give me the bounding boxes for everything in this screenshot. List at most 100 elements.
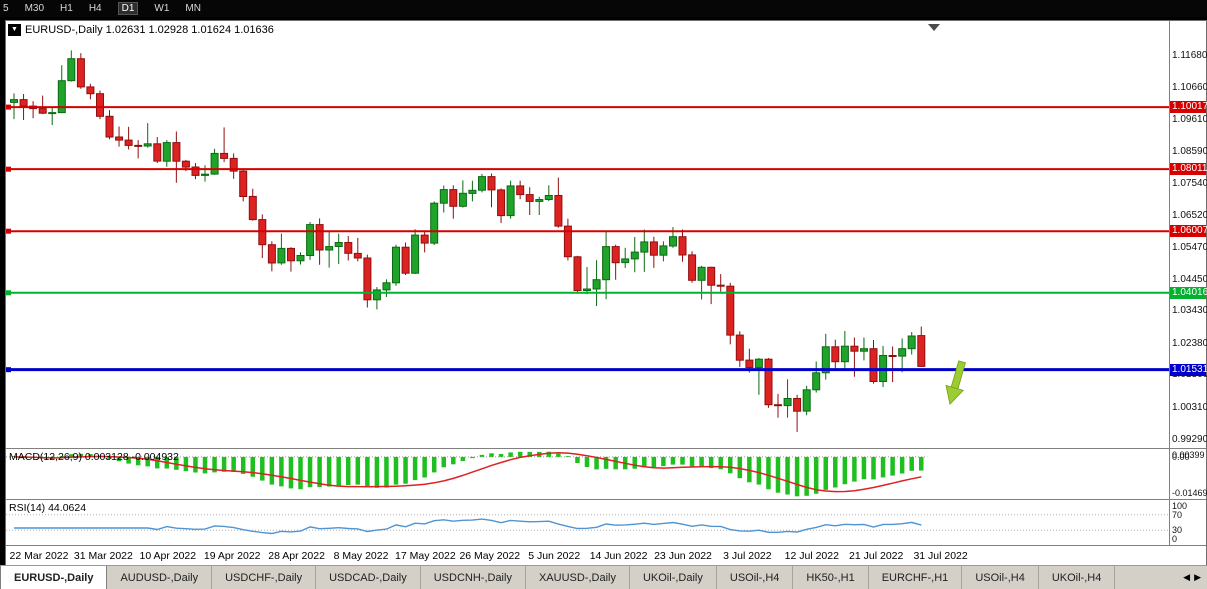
chart-tab-audusd-daily[interactable]: AUDUSD-,Daily — [107, 566, 213, 589]
rsi-axis-label: 100 — [1172, 501, 1188, 511]
timeframe-5[interactable]: 5 — [3, 3, 9, 14]
dropdown-triangle-icon[interactable]: ▼ — [8, 24, 21, 36]
hline-handle — [6, 228, 11, 234]
candle-body — [287, 247, 295, 262]
chart-tab-usoil-h4[interactable]: USOil-,H4 — [962, 566, 1039, 589]
candle-body — [793, 398, 802, 412]
chart-tab-usdcad-daily[interactable]: USDCAD-,Daily — [316, 566, 421, 589]
macd-axis-label: 0.00 — [1172, 451, 1190, 462]
y-axis-label: 1.00310 — [1172, 401, 1207, 413]
price-axis[interactable]: 1.10017 1.08011 1.06007 1.04016 1.01531 1.116… — [1170, 21, 1207, 546]
x-axis-label: 17 May 2022 — [395, 550, 456, 562]
candle-body — [449, 189, 458, 207]
macd-label: MACD(12,26,9) 0.003128 -0.004932 — [9, 451, 179, 463]
main-chart-pane[interactable]: ▼ EURUSD-,Daily 1.02631 1.02928 1.01624 … — [6, 21, 1169, 448]
chart-tab-usdchf-daily[interactable]: USDCHF-,Daily — [212, 566, 317, 589]
timeframe-h1[interactable]: H1 — [60, 3, 73, 14]
candle-body — [716, 284, 725, 287]
time-axis[interactable]: 22 Mar 2022 31 Mar 2022 10 Apr 2022 19 Apr … — [6, 546, 1206, 566]
candle-body — [229, 157, 238, 172]
y-axis-label: 1.05470 — [1172, 242, 1207, 254]
pane-separator[interactable] — [6, 499, 1206, 500]
chart-tab-eurusd-daily[interactable]: EURUSD-,Daily — [0, 566, 108, 589]
candle-body — [573, 256, 582, 292]
rsi-chart — [6, 514, 1169, 535]
candle-body — [478, 176, 486, 191]
chart-title: EURUSD-,Daily 1.02631 1.02928 1.01624 1.… — [25, 24, 274, 36]
chart-shift-marker-icon — [928, 24, 940, 31]
candle-body — [153, 143, 162, 162]
chart-window: ▼ EURUSD-,Daily 1.02631 1.02928 1.01624 … — [5, 20, 1207, 566]
price-line-badge: 1.01531 — [1170, 363, 1207, 376]
candle-body — [726, 285, 735, 336]
x-axis-label: 14 Jun 2022 — [589, 550, 648, 562]
macd-pane[interactable]: MACD(12,26,9) 0.003128 -0.004932 — [6, 449, 1169, 499]
candle-body — [57, 80, 66, 114]
timeframe-mn[interactable]: MN — [185, 3, 201, 14]
timeframe-w1[interactable]: W1 — [154, 3, 170, 14]
hline-handle — [6, 367, 11, 373]
candle-body — [401, 246, 410, 274]
candle-body — [764, 358, 773, 406]
candle-body — [372, 289, 381, 301]
candle-body — [860, 348, 868, 352]
macd-signal-line — [13, 452, 922, 493]
chart-tab-usoil-h4[interactable]: USOil-,H4 — [717, 566, 794, 589]
candle-body — [516, 185, 525, 196]
x-axis-label: 23 Jun 2022 — [654, 550, 712, 562]
candle-body — [210, 152, 219, 175]
hline-handle — [6, 104, 11, 110]
candle-body — [850, 345, 859, 352]
tabs-scroll-left-icon[interactable]: ◀ — [1183, 572, 1191, 582]
candle-body — [783, 398, 792, 407]
candle-body — [669, 236, 677, 247]
chart-tab-eurchf-h1[interactable]: EURCHF-,H1 — [869, 566, 963, 589]
candle-body — [267, 244, 276, 264]
candle-body — [296, 255, 305, 262]
price-line-badge: 1.10017 — [1170, 101, 1207, 114]
pane-separator[interactable] — [6, 448, 1206, 449]
macd-axis-label: -0.01469 — [1172, 488, 1207, 498]
x-axis-label: 31 Jul 2022 — [913, 550, 968, 562]
chart-tab-usdcnh-daily[interactable]: USDCNH-,Daily — [421, 566, 526, 589]
axis-separator — [1169, 21, 1170, 546]
timeframe-toolbar[interactable]: 5 M30 H1 H4 D1 W1 MN — [0, 0, 1207, 17]
candle-body — [420, 234, 429, 244]
candle-body — [678, 236, 687, 256]
timeframe-h4[interactable]: H4 — [88, 3, 102, 14]
candle-body — [802, 389, 811, 412]
y-axis-label: 0.99290 — [1172, 433, 1207, 445]
chart-tab-ukoil-h4[interactable]: UKOil-,H4 — [1039, 566, 1116, 589]
rsi-axis-label: 0 — [1172, 534, 1178, 544]
y-axis-label: 1.02380 — [1172, 337, 1207, 349]
candle-body — [688, 254, 697, 281]
rsi-axis-label: 70 — [1172, 509, 1183, 520]
price-line-badge: 1.04016 — [1170, 286, 1207, 299]
chart-tab-ukoil-daily[interactable]: UKOil-,Daily — [630, 566, 717, 589]
candle-body — [172, 142, 181, 162]
rsi-pane[interactable]: RSI(14) 44.0624 — [6, 500, 1169, 545]
candle-body — [76, 58, 85, 88]
pane-separator — [6, 545, 1206, 546]
chart-tab-xauusd-daily[interactable]: XAUUSD-,Daily — [526, 566, 630, 589]
candle-body — [831, 346, 840, 363]
candle-body — [640, 241, 649, 253]
hline-handle — [6, 166, 11, 172]
candle-body — [143, 143, 152, 147]
candle-body — [439, 189, 448, 204]
candle-body — [344, 242, 353, 254]
candle-body — [840, 345, 849, 363]
candle-body — [392, 246, 400, 284]
chart-tab-hk50-h1[interactable]: HK50-,H1 — [793, 566, 869, 589]
candle-body — [10, 99, 18, 103]
x-axis-label: 5 Jun 2022 — [528, 550, 581, 562]
y-axis-label: 1.04450 — [1172, 273, 1207, 285]
y-axis-label: 1.10660 — [1172, 81, 1207, 93]
price-line-badge: 1.06007 — [1170, 225, 1207, 238]
timeframe-m30[interactable]: M30 — [24, 3, 45, 14]
tabs-scroll-right-icon[interactable]: ▶ — [1194, 572, 1201, 582]
candlestick-chart[interactable] — [6, 21, 1169, 448]
y-axis-label: 1.07540 — [1172, 178, 1207, 190]
candle-body — [821, 346, 830, 374]
timeframe-d1[interactable]: D1 — [117, 2, 139, 15]
